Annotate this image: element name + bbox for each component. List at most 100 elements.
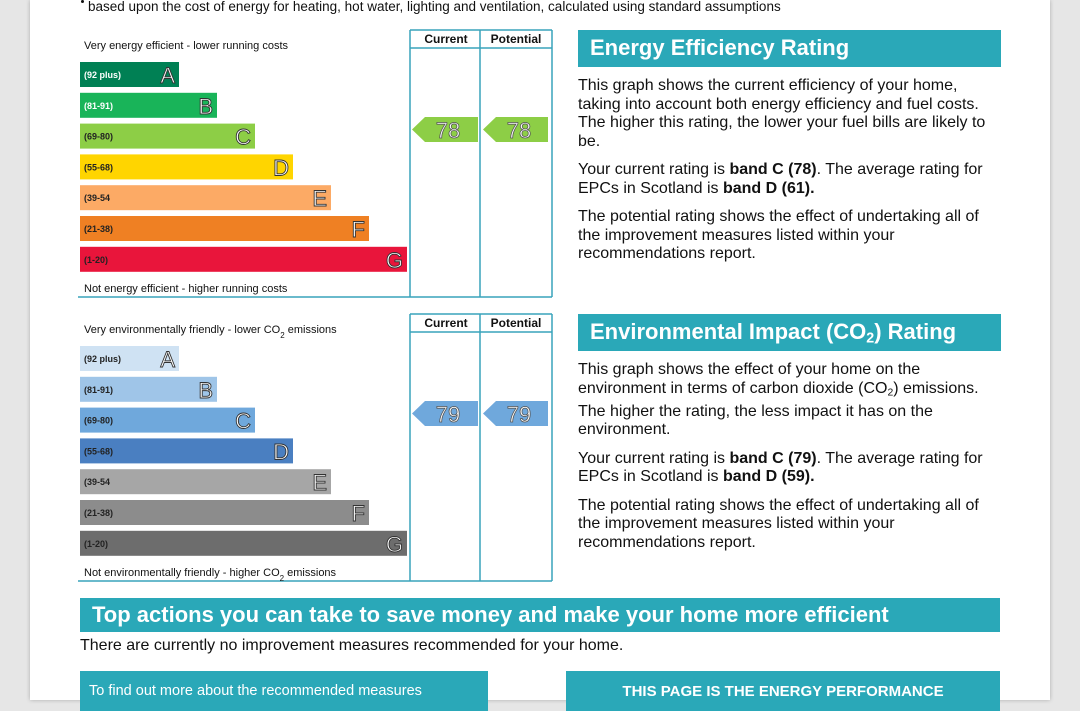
text-segment: Not energy efficient - higher running co… xyxy=(84,283,288,295)
intro-text: based upon the cost of energy for heatin… xyxy=(88,0,781,14)
band-bar xyxy=(80,154,293,180)
band-letter: C xyxy=(235,409,251,434)
band-range: (39-54 xyxy=(84,477,110,487)
band-bar xyxy=(80,123,255,149)
band-letter: D xyxy=(273,155,289,180)
bullet xyxy=(81,0,84,3)
text-segment: band C (78) xyxy=(729,161,817,178)
bottom-label: Not environmentally friendly - higher CO… xyxy=(84,567,337,583)
band-letter: F xyxy=(352,501,365,526)
band-range: (39-54 xyxy=(84,193,110,203)
column-header: Current xyxy=(424,32,467,46)
band-bar xyxy=(80,185,331,211)
band-letter: E xyxy=(312,186,327,211)
band-bar xyxy=(80,469,331,495)
energy-description: This graph shows the current efficiency … xyxy=(578,77,1003,274)
text-segment: Very energy efficient - lower running co… xyxy=(84,40,289,52)
text-segment: 2 xyxy=(280,574,285,583)
text-segment: 2 xyxy=(887,387,894,399)
band-bar xyxy=(80,530,407,556)
band-range: (81-91) xyxy=(84,101,113,111)
text-segment: . The average rating for EPCs in Scotlan… xyxy=(578,161,983,197)
text-segment: emissions xyxy=(284,567,336,579)
band-range: (69-80) xyxy=(84,132,113,142)
text-segment: band D (59). xyxy=(722,468,815,486)
rating-arrow xyxy=(412,117,478,142)
text-segment: The potential rating shows the effect of… xyxy=(578,208,979,262)
band-bar xyxy=(80,438,293,464)
band-bar xyxy=(80,407,255,433)
text-segment: ) Rating xyxy=(874,319,957,344)
band-bar xyxy=(80,216,369,241)
text-segment: 2 xyxy=(280,331,285,340)
actions-heading: Top actions you can take to save money a… xyxy=(80,598,1000,632)
text-segment: The potential rating shows the effect of… xyxy=(578,496,979,551)
text-segment: . The average rating for EPCs in Scotlan… xyxy=(578,449,983,486)
band-range: (92 plus) xyxy=(84,354,121,364)
band-range: (1-20) xyxy=(84,539,108,549)
text-segment: This graph shows the current efficiency … xyxy=(578,77,986,150)
band-range: (21-38) xyxy=(84,224,113,234)
band-range: (21-38) xyxy=(84,508,113,518)
band-letter: C xyxy=(235,125,251,150)
text-segment: Energy Efficiency Rating xyxy=(590,35,850,60)
info-box: To find out more about the recommended m… xyxy=(80,671,488,711)
rating-value: 78 xyxy=(507,118,531,143)
band-bar xyxy=(80,62,179,87)
band-range: (92 plus) xyxy=(84,70,121,80)
top-label: Very environmentally friendly - lower CO… xyxy=(84,324,337,340)
text-segment: 2 xyxy=(866,330,875,347)
bottom-label: Not energy efficient - higher running co… xyxy=(84,283,288,295)
band-letter: D xyxy=(273,439,289,464)
column-header: Potential xyxy=(491,316,542,330)
band-range: (1-20) xyxy=(84,255,108,265)
band-letter: A xyxy=(160,63,175,88)
band-bar xyxy=(80,92,217,118)
band-letter: G xyxy=(386,532,403,557)
paragraph: This graph shows the effect of your home… xyxy=(578,361,1003,440)
rating-value: 78 xyxy=(436,118,460,143)
text-segment: Your current rating is xyxy=(578,161,730,178)
rating-value: 79 xyxy=(507,402,531,427)
paragraph: Your current rating is band C (78). The … xyxy=(578,161,1003,198)
text-segment: emissions xyxy=(285,324,337,336)
text-segment: band D (61). xyxy=(722,179,815,197)
energy-heading: Energy Efficiency Rating xyxy=(578,30,1001,67)
text-segment: This graph shows the effect of your home… xyxy=(578,361,921,397)
band-bar xyxy=(80,246,407,272)
band-bar xyxy=(80,346,179,371)
text-segment: Very environmentally friendly - lower CO xyxy=(84,324,281,336)
band-range: (55-68) xyxy=(84,446,113,456)
rating-value: 79 xyxy=(436,402,460,427)
text-segment: Not environmentally friendly - higher CO xyxy=(84,567,280,579)
co2-heading: Environmental Impact (CO2) Rating xyxy=(578,314,1001,351)
rating-arrow xyxy=(483,117,548,142)
paragraph: The potential rating shows the effect of… xyxy=(578,497,1003,553)
band-bar xyxy=(80,500,369,525)
band-range: (69-80) xyxy=(84,416,113,426)
text-segment: band C (79) xyxy=(729,449,817,467)
band-letter: A xyxy=(160,347,175,372)
text-segment: Environmental Impact (CO xyxy=(590,319,867,344)
band-letter: B xyxy=(198,378,213,403)
band-bar xyxy=(80,376,217,402)
band-range: (81-91) xyxy=(84,385,113,395)
paragraph: The potential rating shows the effect of… xyxy=(578,208,1003,264)
info-box: THIS PAGE IS THE ENERGY PERFORMANCE xyxy=(566,671,1000,711)
band-letter: B xyxy=(198,94,213,119)
rating-arrow xyxy=(483,401,548,426)
top-label: Very energy efficient - lower running co… xyxy=(84,40,289,52)
band-letter: F xyxy=(352,217,365,242)
band-letter: G xyxy=(386,248,403,273)
paragraph: Your current rating is band C (79). The … xyxy=(578,450,1003,487)
text-segment: Your current rating is xyxy=(578,449,730,467)
actions-note: There are currently no improvement measu… xyxy=(80,637,624,654)
co2-description: This graph shows the effect of your home… xyxy=(578,361,1003,562)
band-range: (55-68) xyxy=(84,162,113,172)
column-header: Current xyxy=(424,316,467,330)
column-header: Potential xyxy=(491,32,542,46)
text-segment: ) emissions. The higher the rating, the … xyxy=(578,379,979,439)
paragraph: This graph shows the current efficiency … xyxy=(578,77,1003,151)
